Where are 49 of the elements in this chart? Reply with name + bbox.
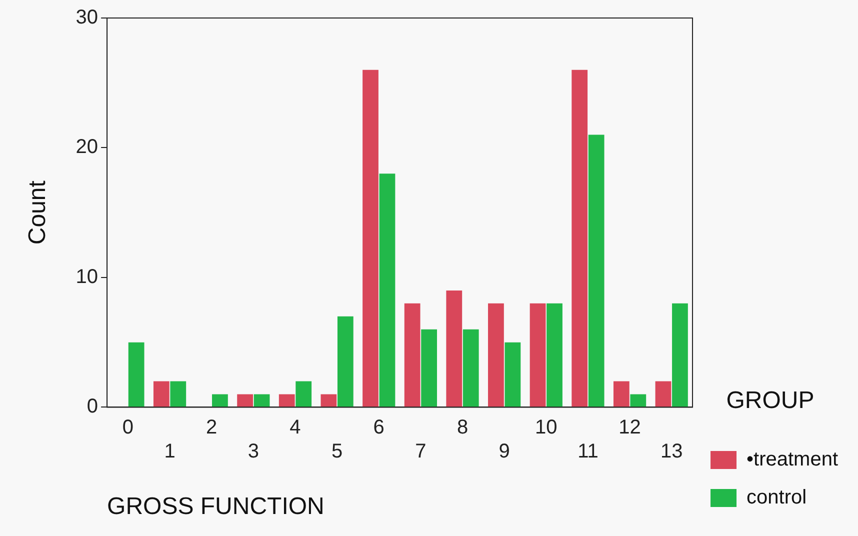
bar — [278, 394, 295, 407]
bar — [170, 381, 186, 407]
x-tick-label: 6 — [373, 416, 384, 439]
bar — [153, 381, 170, 407]
legend-label: •treatment — [746, 448, 838, 471]
y-tick-label: 20 — [76, 136, 98, 158]
legend-label: control — [746, 486, 807, 509]
x-tick-label: 13 — [660, 440, 683, 463]
bar — [128, 342, 144, 407]
bar — [212, 394, 228, 407]
bar — [404, 303, 420, 407]
bar — [320, 394, 337, 407]
y-axis-title: Count — [24, 180, 52, 245]
y-tick-label: 10 — [76, 266, 98, 288]
bar — [462, 329, 479, 407]
bar — [504, 342, 521, 407]
bar — [655, 381, 672, 407]
x-tick-label: 5 — [331, 440, 343, 463]
y-tick-label: 0 — [86, 396, 98, 418]
bar — [672, 303, 688, 407]
x-tick-label: 11 — [578, 440, 598, 463]
x-tick-label: 7 — [415, 440, 426, 463]
x-tick-label: 12 — [618, 416, 641, 439]
x-tick-label: 9 — [498, 440, 510, 463]
x-tick-label: 4 — [290, 416, 301, 439]
legend-title: GROUP — [726, 386, 814, 414]
bar — [421, 329, 437, 407]
bar — [546, 303, 562, 407]
bar — [446, 290, 462, 407]
bar — [613, 381, 630, 407]
bar — [237, 394, 253, 407]
bar — [254, 394, 270, 407]
bar — [530, 303, 546, 407]
x-tick-label: 1 — [164, 440, 176, 463]
bar — [572, 70, 588, 407]
bar — [296, 381, 312, 407]
x-tick-label: 8 — [456, 416, 468, 439]
x-tick-label: 0 — [122, 416, 134, 439]
bar — [488, 303, 504, 407]
y-tick-label: 30 — [76, 6, 98, 29]
x-tick-label: 2 — [206, 416, 218, 439]
bar — [630, 394, 646, 407]
bar — [337, 316, 354, 407]
bar — [362, 70, 378, 407]
bar — [379, 174, 396, 407]
x-tick-label: 3 — [248, 440, 259, 463]
x-tick-label: 10 — [535, 416, 558, 439]
bar — [588, 134, 604, 407]
x-axis-title: GROSS FUNCTION — [107, 493, 324, 520]
